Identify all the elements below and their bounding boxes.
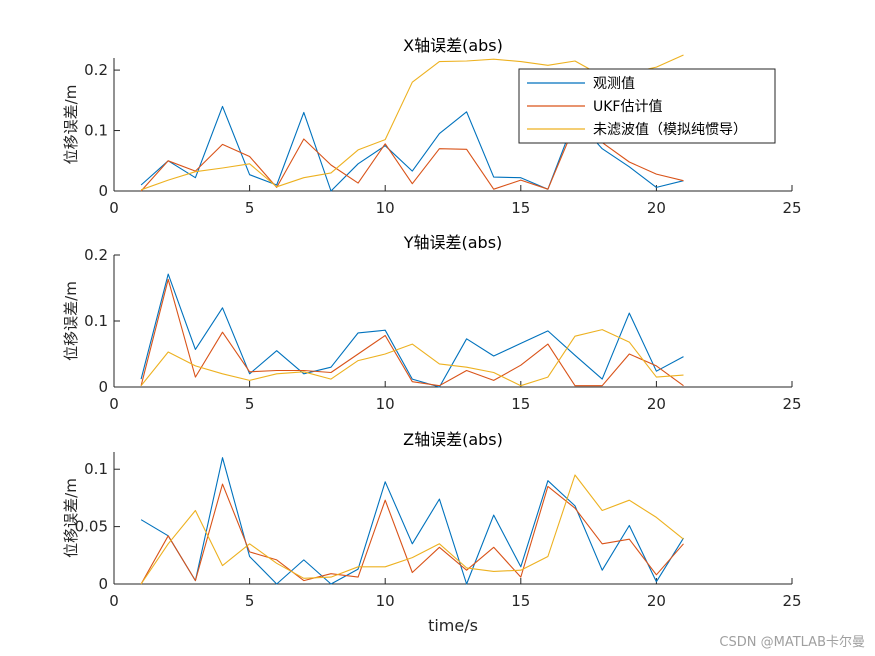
x-tick-label: 20 (647, 395, 666, 413)
watermark-text: CSDN @MATLAB卡尔曼 (719, 635, 865, 650)
y-tick-label: 0 (98, 378, 108, 396)
x-tick-label: 10 (376, 395, 395, 413)
subplot-1: 0 5 10 15 20 25 0 0.1 0.2 X轴误差(abs) 位移误差/m 观测值 UKF估计… (62, 36, 802, 217)
y-axis-label: 位移误差/m (62, 85, 80, 165)
series-line-ukf (140, 278, 684, 387)
x-tick-label: 5 (245, 395, 255, 413)
y-tick-label: 0 (98, 182, 108, 200)
chart-title: X轴误差(abs) (403, 36, 503, 55)
x-tick-label: 5 (245, 592, 255, 610)
x-tick-label: 25 (782, 395, 801, 413)
legend-entry-label: 观测值 (593, 76, 635, 92)
x-tick-label: 10 (376, 592, 395, 610)
legend-entry-label: 未滤波值（模拟纯惯导） (593, 121, 747, 138)
x-tick-label: 20 (647, 592, 666, 610)
series-line-unfiltered (140, 474, 684, 585)
y-tick-label: 0.05 (75, 518, 108, 536)
x-tick-label: 25 (782, 592, 801, 610)
y-tick-label: 0.1 (84, 122, 108, 140)
y-tick-label: 0.1 (84, 312, 108, 330)
x-tick-label: 15 (511, 395, 530, 413)
y-tick-label: 0.2 (84, 246, 108, 264)
x-tick-label: 15 (511, 592, 530, 610)
x-tick-label: 0 (109, 395, 119, 413)
x-tick-label: 20 (647, 199, 666, 217)
subplot-3: 0 5 10 15 20 25 0 0.05 0.1 Z轴误差(abs) 位移误差/m time/s (62, 430, 802, 635)
y-tick-label: 0.1 (84, 460, 108, 478)
series-line-observed (140, 273, 684, 388)
x-axis-label: time/s (428, 616, 478, 635)
y-tick-label: 0.2 (84, 61, 108, 79)
x-tick-label: 25 (782, 199, 801, 217)
x-tick-label: 5 (245, 199, 255, 217)
chart-title: Z轴误差(abs) (403, 430, 503, 449)
legend-entry-label: UKF估计值 (593, 99, 662, 115)
x-tick-label: 0 (109, 199, 119, 217)
series-line-observed (140, 457, 684, 585)
chart-title: Y轴误差(abs) (403, 233, 503, 252)
y-tick-label: 0 (98, 575, 108, 593)
y-axis-label: 位移误差/m (62, 281, 80, 361)
subplot-2: 0 5 10 15 20 25 0 0.1 0.2 Y轴误差(abs) 位移误差/m (62, 233, 802, 413)
y-axis-label: 位移误差/m (62, 478, 80, 558)
series-line-unfiltered (140, 329, 684, 387)
series-line-ukf (140, 483, 684, 585)
x-tick-label: 0 (109, 592, 119, 610)
x-tick-label: 10 (376, 199, 395, 217)
x-tick-label: 15 (511, 199, 530, 217)
